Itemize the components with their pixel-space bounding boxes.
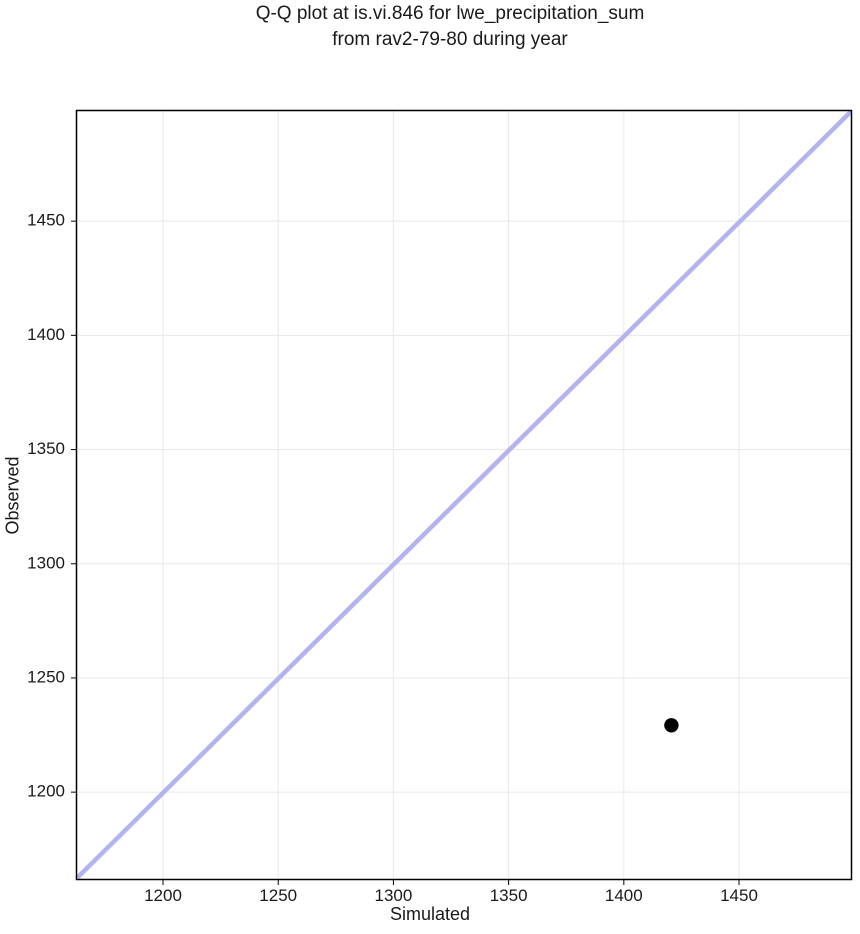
- svg-text:1200: 1200: [144, 886, 182, 905]
- svg-text:1300: 1300: [27, 553, 65, 572]
- svg-text:1350: 1350: [490, 886, 528, 905]
- svg-text:1400: 1400: [27, 325, 65, 344]
- svg-text:1250: 1250: [259, 886, 297, 905]
- svg-text:1200: 1200: [27, 782, 65, 801]
- svg-text:1450: 1450: [27, 211, 65, 230]
- svg-text:1450: 1450: [720, 886, 758, 905]
- svg-text:1250: 1250: [27, 667, 65, 686]
- svg-text:1400: 1400: [605, 886, 643, 905]
- svg-text:1300: 1300: [375, 886, 413, 905]
- svg-text:1350: 1350: [27, 439, 65, 458]
